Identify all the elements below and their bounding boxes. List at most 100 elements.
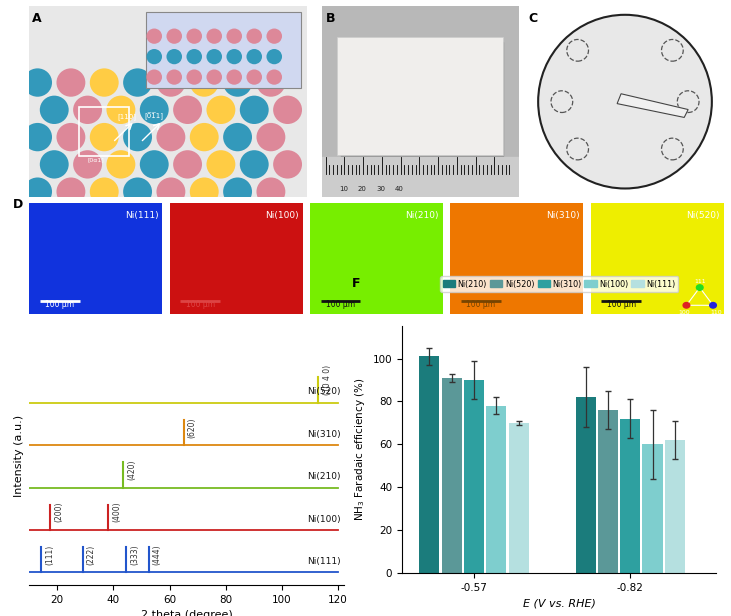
Circle shape <box>190 68 219 97</box>
Circle shape <box>123 68 152 97</box>
Text: F: F <box>352 277 360 290</box>
Circle shape <box>39 95 69 124</box>
Circle shape <box>23 68 52 97</box>
Circle shape <box>90 68 118 97</box>
Circle shape <box>140 150 169 179</box>
Bar <box>341 43 503 161</box>
Circle shape <box>156 177 186 206</box>
Circle shape <box>206 70 222 85</box>
Text: B: B <box>325 12 335 25</box>
Circle shape <box>240 150 269 179</box>
Text: [0̅1̅1]: [0̅1̅1] <box>145 112 164 120</box>
Circle shape <box>240 95 269 124</box>
Text: (400): (400) <box>112 502 121 522</box>
Text: C: C <box>529 12 537 25</box>
Circle shape <box>223 68 252 97</box>
Circle shape <box>710 302 716 308</box>
Bar <box>509 423 529 573</box>
Text: (420): (420) <box>127 460 137 480</box>
Circle shape <box>683 302 690 308</box>
Circle shape <box>156 123 186 152</box>
Bar <box>146 12 301 88</box>
Circle shape <box>273 95 302 124</box>
Bar <box>338 37 503 155</box>
Circle shape <box>123 177 152 206</box>
Circle shape <box>173 95 202 124</box>
Bar <box>598 410 618 573</box>
Legend: Ni(210), Ni(520), Ni(310), Ni(100), Ni(111): Ni(210), Ni(520), Ni(310), Ni(100), Ni(1… <box>440 277 678 292</box>
Text: 100 μm: 100 μm <box>45 299 75 309</box>
Text: 100 μm: 100 μm <box>186 299 215 309</box>
Circle shape <box>206 150 235 179</box>
Circle shape <box>206 28 222 44</box>
Circle shape <box>246 70 262 85</box>
Circle shape <box>186 70 202 85</box>
Circle shape <box>107 95 135 124</box>
Y-axis label: NH$_3$ Faradaic efficiency (%): NH$_3$ Faradaic efficiency (%) <box>353 378 367 522</box>
Circle shape <box>90 123 118 152</box>
Text: (111): (111) <box>45 545 54 565</box>
Circle shape <box>123 123 152 152</box>
Text: D: D <box>13 198 23 211</box>
Text: 10: 10 <box>339 187 348 192</box>
Circle shape <box>56 123 86 152</box>
Text: 40: 40 <box>395 187 404 192</box>
Text: (10 4 0): (10 4 0) <box>322 365 332 395</box>
Circle shape <box>246 49 262 64</box>
Circle shape <box>257 123 285 152</box>
Text: Ni(111): Ni(111) <box>125 211 159 220</box>
Text: Ni(100): Ni(100) <box>265 211 299 220</box>
Polygon shape <box>617 94 688 118</box>
Circle shape <box>267 28 282 44</box>
Bar <box>464 380 484 573</box>
Circle shape <box>56 177 86 206</box>
Circle shape <box>190 177 219 206</box>
Circle shape <box>73 150 102 179</box>
Text: 111: 111 <box>694 279 705 284</box>
Circle shape <box>23 123 52 152</box>
Circle shape <box>23 177 52 206</box>
Circle shape <box>156 68 186 97</box>
Circle shape <box>227 28 242 44</box>
Circle shape <box>257 68 285 97</box>
Circle shape <box>167 70 182 85</box>
Circle shape <box>39 150 69 179</box>
Y-axis label: Intensity (a.u.): Intensity (a.u.) <box>14 415 23 497</box>
Text: (444): (444) <box>153 544 162 565</box>
Bar <box>664 440 685 573</box>
Bar <box>643 444 662 573</box>
Text: Ni(100): Ni(100) <box>307 515 341 524</box>
Text: (222): (222) <box>87 545 96 565</box>
Text: Ni(520): Ni(520) <box>307 387 341 397</box>
Circle shape <box>186 28 202 44</box>
Circle shape <box>227 70 242 85</box>
Circle shape <box>267 49 282 64</box>
Bar <box>79 107 129 156</box>
Bar <box>575 397 596 573</box>
Circle shape <box>206 95 235 124</box>
Text: Ni(210): Ni(210) <box>307 472 341 481</box>
Bar <box>420 357 439 573</box>
Circle shape <box>173 150 202 179</box>
Circle shape <box>186 49 202 64</box>
Text: Ni(210): Ni(210) <box>406 211 439 220</box>
X-axis label: E (V vs. RHE): E (V vs. RHE) <box>523 598 596 608</box>
Circle shape <box>140 95 169 124</box>
Text: (333): (333) <box>130 544 140 565</box>
Text: 100 μm: 100 μm <box>607 299 636 309</box>
Text: A: A <box>32 12 42 25</box>
Text: Ni(520): Ni(520) <box>686 211 720 220</box>
Circle shape <box>227 49 242 64</box>
Text: Ni(111): Ni(111) <box>307 557 341 566</box>
Bar <box>486 406 507 573</box>
Circle shape <box>107 150 135 179</box>
Text: 100 μm: 100 μm <box>466 299 496 309</box>
Text: (620): (620) <box>188 417 197 437</box>
Circle shape <box>146 49 162 64</box>
Text: 110: 110 <box>710 310 721 315</box>
Circle shape <box>190 123 219 152</box>
Circle shape <box>273 150 302 179</box>
Circle shape <box>90 177 118 206</box>
Text: 100 μm: 100 μm <box>326 299 355 309</box>
Bar <box>442 378 462 573</box>
